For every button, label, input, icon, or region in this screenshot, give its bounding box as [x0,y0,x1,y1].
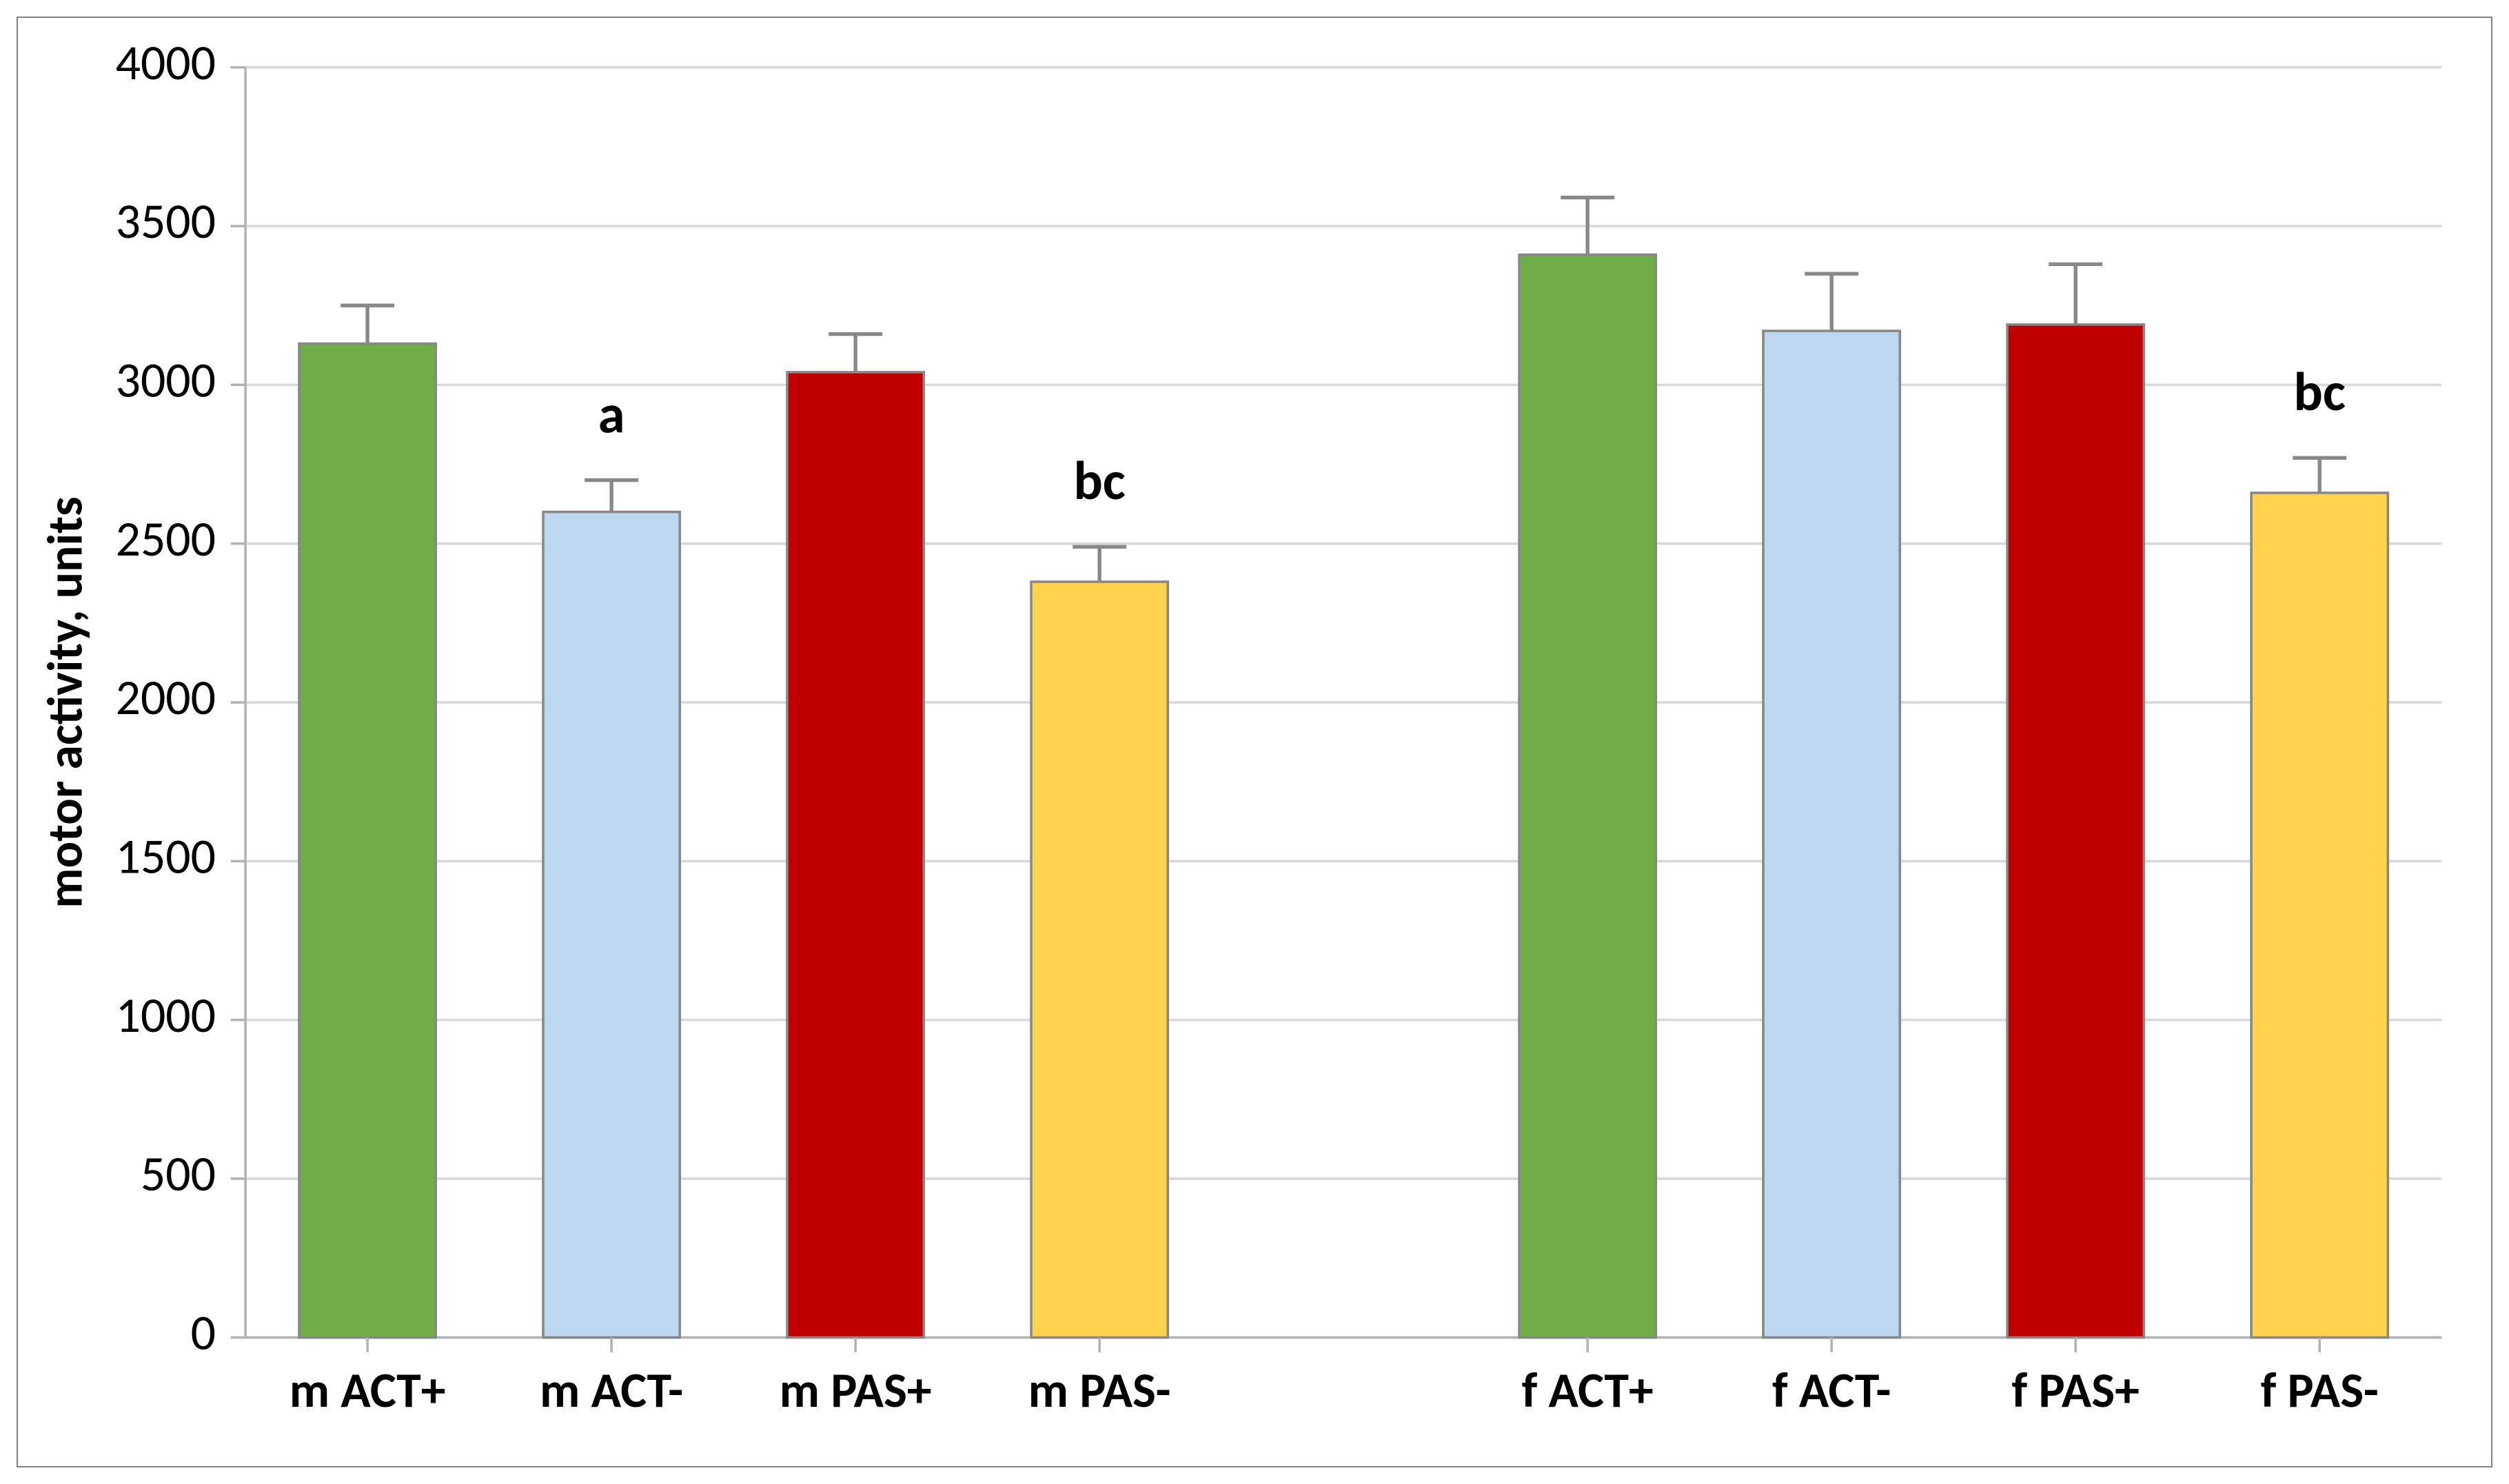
significance-annotation: a [598,382,625,448]
bar [1031,582,1168,1337]
y-tick-label: 1000 [116,986,216,1046]
x-category-label: f ACT- [1772,1361,1891,1421]
y-tick-label: 2000 [116,668,216,728]
bar [1763,331,1900,1337]
y-tick-label: 0 [191,1303,216,1363]
x-category-label: f PAS- [2261,1361,2379,1421]
x-category-label: f ACT+ [1522,1361,1654,1421]
bar [299,343,436,1337]
y-tick-label: 3500 [116,192,216,252]
bar [543,512,680,1338]
x-category-label: m ACT- [540,1361,683,1421]
y-axis-label: motor activity, units [35,496,95,908]
significance-annotation: bc [2294,359,2346,425]
x-category-label: f PAS+ [2012,1361,2140,1421]
x-category-label: m PAS+ [780,1361,932,1421]
x-category-label: m ACT+ [290,1361,446,1421]
bar [1519,255,1656,1338]
bar [2251,493,2388,1337]
y-tick-label: 2500 [116,509,216,569]
x-category-label: m PAS- [1028,1361,1171,1421]
bar [787,372,924,1337]
chart-container: 0 500 1000 1500 2000 2500 3000 3500 4000 motor ac… [0,0,2509,1484]
y-tick-label: 500 [141,1144,216,1204]
y-tick-label: 3000 [116,351,216,411]
significance-annotation: bc [1073,448,1125,514]
y-tick-label: 1500 [116,827,216,887]
y-tick-label: 4000 [116,33,216,93]
motor-activity-bar-chart: 0 500 1000 1500 2000 2500 3000 3500 4000 motor ac… [18,18,2491,1466]
bar [2007,325,2144,1338]
chart-plot-area: 0 500 1000 1500 2000 2500 3000 3500 4000 motor ac… [17,17,2492,1467]
